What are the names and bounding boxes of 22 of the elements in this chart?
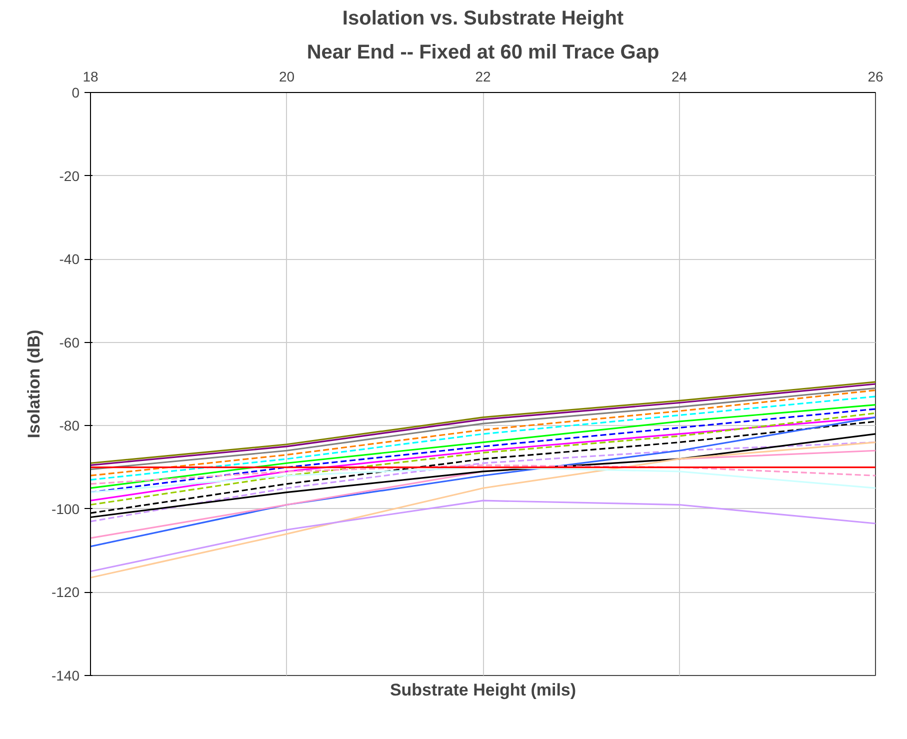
x-tick-label: 22 bbox=[475, 68, 491, 84]
line-series bbox=[90, 466, 876, 494]
line-series bbox=[90, 442, 876, 578]
x-axis-title: Substrate Height (mils) bbox=[390, 680, 576, 700]
x-tick-label: 24 bbox=[671, 68, 688, 84]
x-tick-label: 20 bbox=[278, 68, 295, 84]
y-tick-label: -60 bbox=[59, 334, 80, 350]
chart-title: Isolation vs. Substrate Height bbox=[342, 8, 624, 30]
y-axis-title: Isolation (dB) bbox=[24, 330, 44, 438]
x-tick-label: 18 bbox=[82, 68, 98, 84]
y-tick-label: -20 bbox=[59, 168, 80, 184]
line-series bbox=[90, 464, 876, 485]
chart-subtitle: Near End -- Fixed at 60 mil Trace Gap bbox=[306, 42, 660, 64]
y-tick-label: -80 bbox=[59, 418, 80, 434]
line-series bbox=[90, 500, 876, 572]
y-tick-label: -140 bbox=[51, 668, 80, 684]
y-tick-label: -120 bbox=[51, 584, 80, 600]
y-tick-label: -100 bbox=[51, 500, 80, 517]
y-tick-label: 0 bbox=[72, 84, 80, 100]
x-tick-label: 26 bbox=[868, 68, 884, 84]
y-tick-label: -40 bbox=[59, 251, 80, 268]
line-series bbox=[90, 416, 876, 548]
